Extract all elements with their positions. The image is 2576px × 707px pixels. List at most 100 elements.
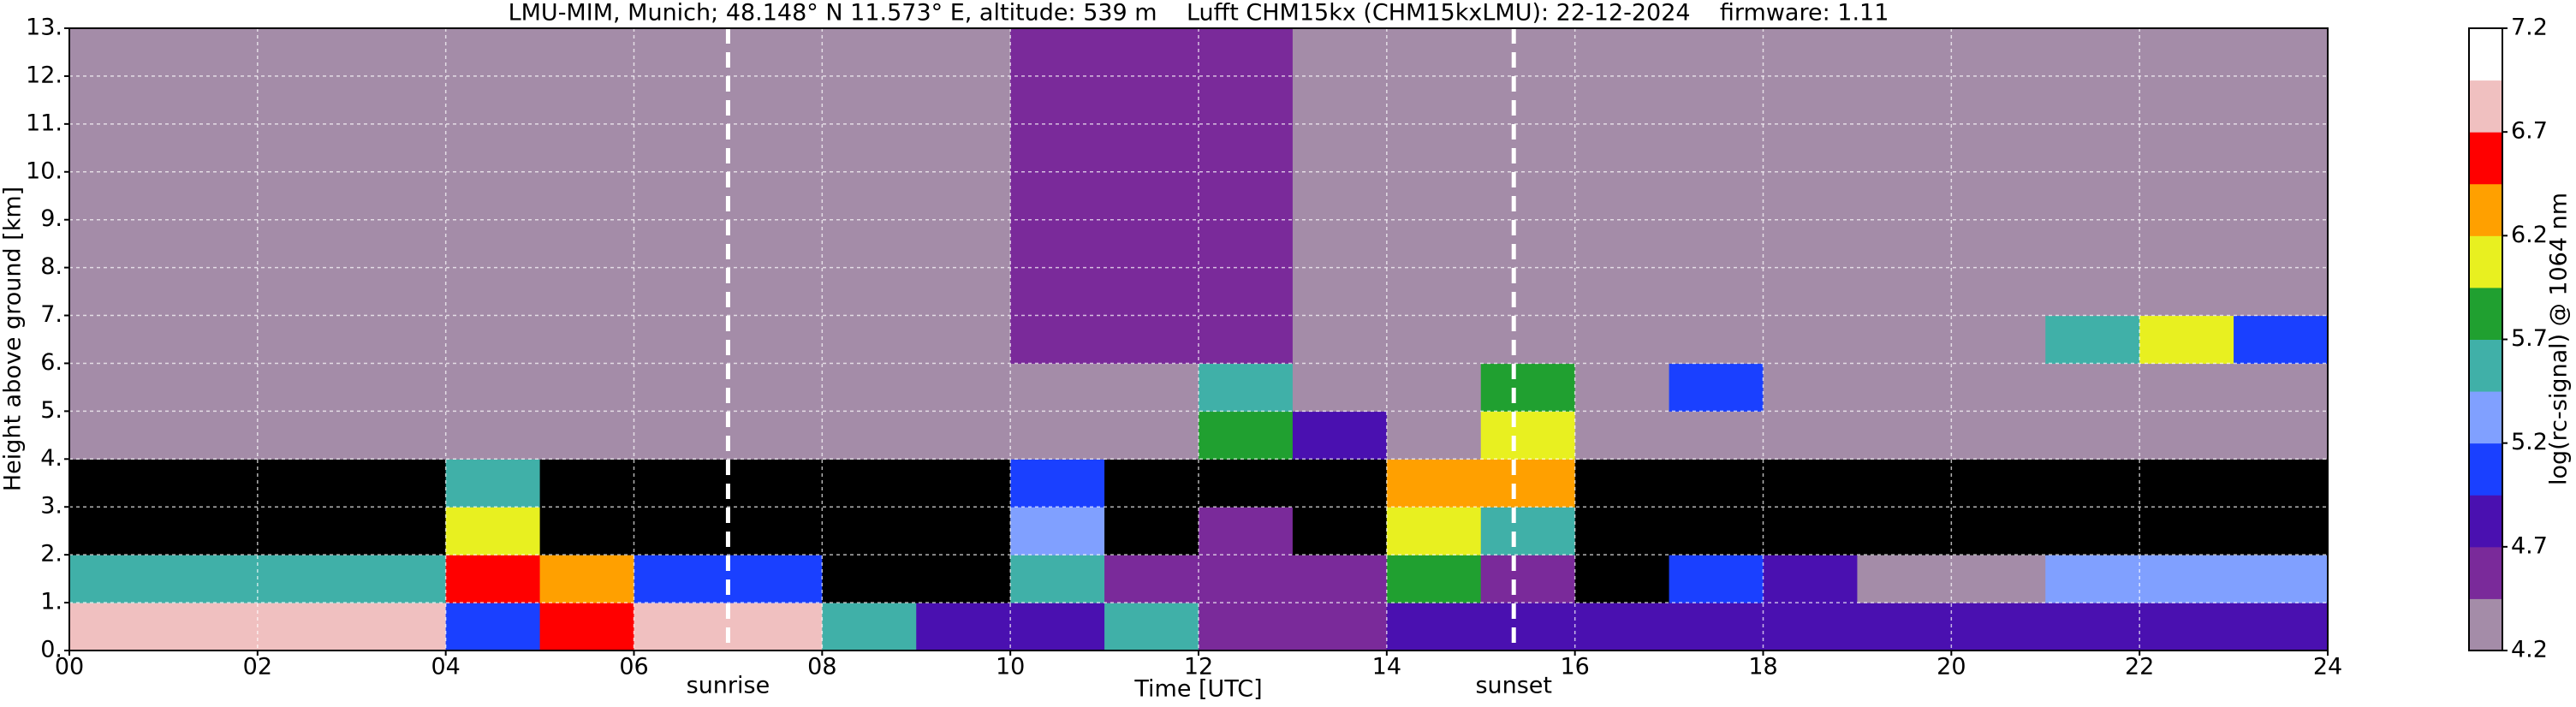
heatmap-cell [1763, 219, 1858, 269]
heatmap-cell [2139, 315, 2234, 364]
heatmap-cell [916, 171, 1011, 221]
heatmap-cell [1480, 411, 1576, 460]
y-tick-label: 1. [40, 589, 62, 615]
heatmap-cell [163, 123, 259, 173]
y-tick-label: 10. [26, 157, 62, 184]
heatmap-cell [1199, 267, 1294, 317]
heatmap-cell [2234, 411, 2329, 460]
heatmap-cell [916, 555, 1011, 603]
heatmap-cell [1574, 555, 1670, 603]
heatmap-cell [2139, 555, 2234, 603]
x-tick-label: 08 [807, 654, 836, 680]
heatmap-cell [1386, 28, 1482, 77]
heatmap-cell [916, 459, 1011, 508]
x-tick-label: 16 [1560, 654, 1589, 680]
heatmap-cell [1574, 459, 1670, 508]
heatmap-cell [1292, 411, 1388, 460]
heatmap-cell [1480, 603, 1576, 651]
x-tick-label: 14 [1372, 654, 1401, 680]
heatmap-cell [1010, 28, 1105, 77]
heatmap-cell [445, 315, 541, 364]
heatmap-cell [1104, 315, 1199, 364]
y-tick-label: 13. [26, 15, 62, 41]
heatmap-cell [257, 603, 353, 651]
heatmap-cell [1669, 363, 1764, 412]
heatmap-cell [1574, 171, 1670, 221]
heatmap-cell [1763, 363, 1858, 412]
heatmap-cell [163, 555, 259, 603]
heatmap-cell [445, 507, 541, 556]
colorbar-segment [2469, 183, 2502, 236]
heatmap-cell [257, 28, 353, 77]
heatmap-cell [1763, 28, 1858, 77]
heatmap-cell [1104, 267, 1199, 317]
colorbar-tick-label: 4.2 [2511, 637, 2548, 663]
heatmap-cell [257, 315, 353, 364]
heatmap-cell [69, 267, 164, 317]
heatmap-cell [1292, 315, 1388, 364]
heatmap-cell [1104, 555, 1199, 603]
heatmap-cell [634, 219, 729, 269]
heatmap-cell [69, 363, 164, 412]
heatmap-cell [1763, 123, 1858, 173]
heatmap-cell [69, 315, 164, 364]
heatmap-cell [445, 555, 541, 603]
heatmap-cell [1010, 315, 1105, 364]
y-axis-label: Height above ground [km] [0, 187, 27, 491]
heatmap-cell [1104, 219, 1199, 269]
heatmap-cell [2045, 28, 2140, 77]
heatmap-cell [1480, 219, 1576, 269]
heatmap-cell [445, 459, 541, 508]
colorbar-segment [2469, 495, 2502, 548]
heatmap-cell [1574, 411, 1670, 460]
heatmap-cell [2234, 363, 2329, 412]
chart-title: LMU-MIM, Munich; 48.148° N 11.573° E, al… [509, 0, 1889, 27]
heatmap-cell [539, 171, 634, 221]
heatmap-cell [916, 28, 1011, 77]
heatmap-cell [257, 411, 353, 460]
heatmap-cell [822, 603, 917, 651]
heatmap-cell [1857, 123, 1952, 173]
heatmap-cell [1574, 603, 1670, 651]
heatmap-cell [1574, 363, 1670, 412]
heatmap-cell [1010, 363, 1105, 412]
colorbar-segment [2469, 132, 2502, 185]
heatmap-cell [163, 507, 259, 556]
heatmap-cell [1951, 603, 2046, 651]
heatmap-cell [916, 315, 1011, 364]
heatmap-cell [351, 267, 447, 317]
heatmap-cell [1763, 555, 1858, 603]
annotation-label: sunset [1475, 673, 1552, 699]
heatmap-cell [634, 28, 729, 77]
heatmap-cell [2139, 219, 2234, 269]
x-tick-label: 24 [2313, 654, 2342, 680]
heatmap-cell [69, 555, 164, 603]
heatmap-cell [1574, 315, 1670, 364]
heatmap-cell [1104, 507, 1199, 556]
heatmap-cell [916, 507, 1011, 556]
colorbar-tick-label: 6.2 [2511, 222, 2548, 248]
heatmap-cell [1199, 411, 1294, 460]
heatmap-cell [69, 219, 164, 269]
plot-frame [68, 27, 2329, 651]
heatmap-cell [728, 411, 823, 460]
heatmap-cell [822, 75, 917, 125]
heatmap-cell [728, 28, 823, 77]
heatmap-cell [728, 75, 823, 125]
heatmap-cell [257, 459, 353, 508]
heatmap-cell [351, 555, 447, 603]
heatmap-cell [351, 315, 447, 364]
heatmap-cell [728, 315, 823, 364]
heatmap-cell [539, 315, 634, 364]
heatmap-cell [1292, 555, 1388, 603]
y-tick-label: 7. [40, 301, 62, 328]
heatmap-cell [916, 411, 1011, 460]
heatmap-cell [445, 75, 541, 125]
heatmap-cell [634, 507, 729, 556]
heatmap-cell [1010, 555, 1105, 603]
heatmap-cell [2045, 171, 2140, 221]
heatmap-cell [257, 507, 353, 556]
heatmap-cell [1763, 171, 1858, 221]
heatmap-cell [163, 219, 259, 269]
heatmap-cell [351, 363, 447, 412]
